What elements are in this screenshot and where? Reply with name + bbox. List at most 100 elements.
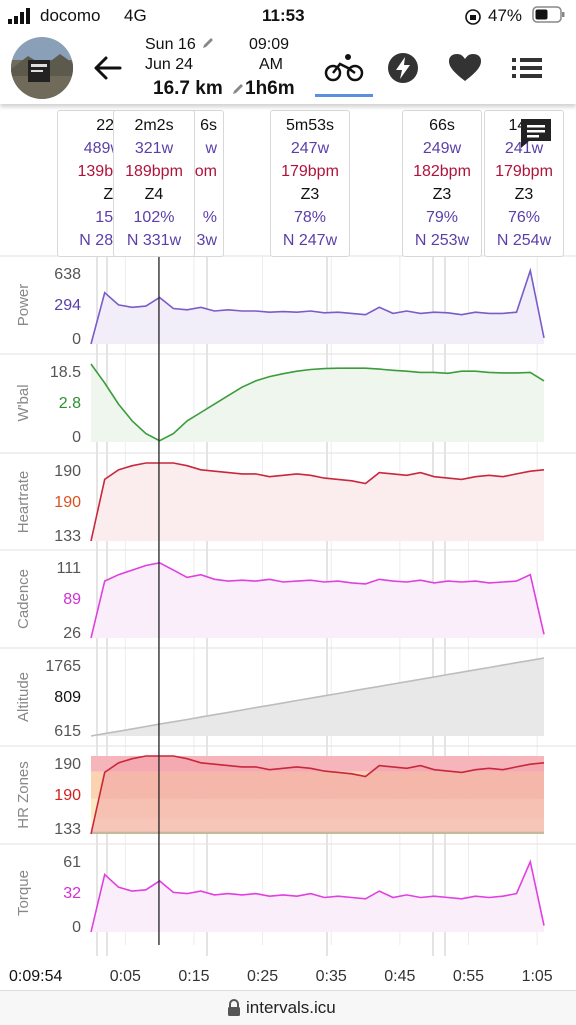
card-hr: om: [194, 163, 217, 180]
y-max-label: 190: [54, 463, 81, 480]
browser-url-bar: intervals.icu: [0, 990, 576, 1025]
card-pct: %: [202, 209, 217, 226]
avatar[interactable]: [10, 36, 74, 100]
card-hr: 179bpm: [495, 163, 553, 180]
panel-title: HR Zones: [15, 761, 32, 829]
y-max-label: 61: [63, 854, 81, 871]
card-np: N 253w: [414, 232, 470, 249]
card-np: N 247w: [282, 232, 338, 249]
card-power: 249w: [422, 140, 462, 157]
y-max-label: 638: [54, 266, 81, 283]
y-min-label: 0: [72, 919, 81, 936]
series-area: [91, 364, 544, 442]
card-zone: Z3: [514, 186, 534, 203]
fitness-tab[interactable]: [387, 52, 419, 84]
activity-header: Sun 16 Jun 24 09:09 AM 16.7 km 1h6m: [0, 32, 576, 104]
panel-title: Cadence: [15, 569, 32, 629]
x-tick-label: 0:45: [384, 968, 415, 985]
card-hr: 139bp: [77, 163, 123, 180]
ride-tab[interactable]: [324, 52, 364, 82]
card-duration: 66s: [429, 117, 455, 134]
cursor-label: 0:09:54: [9, 968, 62, 985]
series-area: [91, 562, 544, 638]
card-duration: 5m53s: [285, 117, 335, 134]
y-avg-label: 32: [63, 885, 81, 902]
card-zone: Z3: [300, 186, 320, 203]
date-day: Sun 16: [145, 36, 196, 53]
signal-icon: [8, 8, 30, 24]
card-np: 3w: [196, 232, 217, 249]
y-min-label: 133: [54, 528, 81, 545]
card-hr: 179bpm: [281, 163, 339, 180]
date-month: Jun 24: [145, 56, 194, 73]
panel-title: W'bal: [15, 384, 32, 421]
clock: 11:53: [262, 6, 305, 25]
menu-tab[interactable]: [512, 56, 544, 80]
y-min-label: 26: [63, 625, 81, 642]
battery-level: 47%: [488, 6, 523, 25]
y-avg-label: 2.8: [59, 395, 81, 412]
url[interactable]: intervals.icu: [246, 998, 336, 1017]
y-avg-label: 89: [63, 591, 81, 608]
series-line: [90, 363, 545, 442]
distance: 16.7 km: [153, 78, 223, 99]
start-time: 09:09: [249, 36, 290, 53]
y-avg-label: 809: [54, 689, 81, 706]
card-power: 489w: [83, 140, 122, 157]
series-line: [90, 657, 545, 737]
panel-title: Torque: [15, 870, 32, 916]
series-line: [90, 859, 545, 933]
card-pct: 78%: [293, 209, 327, 226]
y-min-label: 615: [54, 723, 81, 740]
series-area: [91, 756, 544, 834]
card-pct: 79%: [425, 209, 459, 226]
back-button[interactable]: [92, 54, 124, 82]
duration: 1h6m: [245, 78, 295, 99]
health-tab[interactable]: [448, 53, 482, 83]
interval-card[interactable]: 66s 249w 182bpm Z3 79% N 253w: [402, 110, 482, 257]
card-duration: 6s: [200, 117, 217, 134]
comment-icon[interactable]: [519, 117, 553, 149]
start-ampm: AM: [259, 56, 283, 73]
card-zone: Z3: [432, 186, 452, 203]
card-hr: 189bpm: [125, 163, 183, 180]
card-pct: 102%: [133, 209, 175, 226]
series-line: [90, 755, 545, 835]
y-max-label: 190: [54, 756, 81, 773]
card-np: N 331w: [126, 232, 182, 249]
y-avg-label: 190: [54, 494, 81, 511]
x-tick-label: 1:05: [522, 968, 553, 985]
panel-title: Altitude: [15, 672, 32, 722]
x-tick-label: 0:35: [316, 968, 347, 985]
interval-card[interactable]: 2m2s 321w 189bpm Z4 102% N 331w: [113, 110, 195, 257]
series-area: [91, 463, 544, 541]
rotation-lock-icon: [465, 9, 481, 25]
x-tick-label: 0:55: [453, 968, 484, 985]
edit-distance-icon[interactable]: [231, 82, 245, 96]
y-avg-label: 190: [54, 787, 81, 804]
carrier: docomo: [40, 6, 101, 25]
y-max-label: 18.5: [50, 364, 81, 381]
card-power: 247w: [290, 140, 330, 157]
card-power: 241w: [504, 140, 544, 157]
y-min-label: 0: [72, 331, 81, 348]
interval-card[interactable]: 5m53s 247w 179bpm Z3 78% N 247w: [270, 110, 350, 257]
lock-icon: [228, 999, 240, 1016]
x-tick-label: 0:05: [110, 968, 141, 985]
series-line: [90, 267, 545, 345]
battery-icon: [532, 6, 565, 23]
status-bar: docomo 4G 11:53 47%: [0, 0, 576, 32]
panel-title: Heartrate: [15, 471, 32, 534]
series-line: [90, 561, 545, 639]
card-pct: 76%: [507, 209, 541, 226]
card-zone: Z4: [144, 186, 164, 203]
edit-date-icon[interactable]: [201, 36, 215, 50]
y-avg-label: 294: [54, 297, 81, 314]
series-area: [91, 861, 544, 932]
y-max-label: 1765: [45, 658, 81, 675]
series-line: [90, 462, 545, 542]
series-area: [91, 270, 544, 344]
tab-indicator: [315, 94, 373, 97]
chart: 0:05 0:15 0:25 0:35 0:45 0:55 1:05 Power 638 294 0…: [0, 255, 576, 985]
card-power: 321w: [134, 140, 174, 157]
